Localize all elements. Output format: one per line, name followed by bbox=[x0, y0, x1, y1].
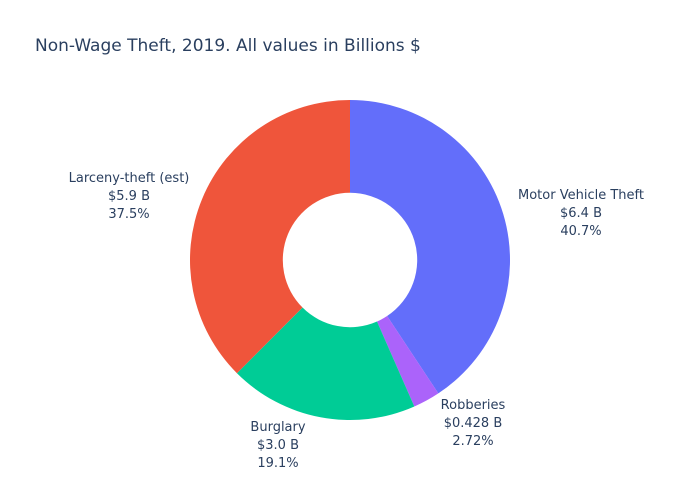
slice-percent-label: 2.72% bbox=[452, 434, 493, 449]
slice-percent-label: 19.1% bbox=[257, 456, 298, 471]
slice-value-label: $0.428 B bbox=[444, 416, 503, 431]
slice-value-label: $3.0 B bbox=[257, 438, 299, 453]
slice-value-label: $6.4 B bbox=[560, 206, 602, 221]
slice-robberies[interactable] bbox=[377, 316, 439, 407]
slice-category-label: Larceny-theft (est) bbox=[69, 171, 190, 186]
slice-larceny-theft-est[interactable] bbox=[190, 100, 350, 374]
chart-title: Non-Wage Theft, 2019. All values in Bill… bbox=[35, 36, 421, 56]
label-group: Motor Vehicle Theft $6.4 B 40.7% Robberies $… bbox=[69, 171, 644, 471]
slice-percent-label: 37.5% bbox=[108, 207, 149, 222]
slice-category-label: Burglary bbox=[250, 420, 305, 435]
slice-value-label: $5.9 B bbox=[108, 189, 150, 204]
slice-percent-label: 40.7% bbox=[560, 224, 601, 239]
slice-category-label: Motor Vehicle Theft bbox=[518, 188, 644, 203]
slice-motor-vehicle-theft[interactable] bbox=[350, 100, 510, 394]
slice-category-label: Robberies bbox=[441, 398, 506, 413]
slice-group bbox=[190, 100, 510, 421]
slice-burglary[interactable] bbox=[236, 307, 415, 421]
